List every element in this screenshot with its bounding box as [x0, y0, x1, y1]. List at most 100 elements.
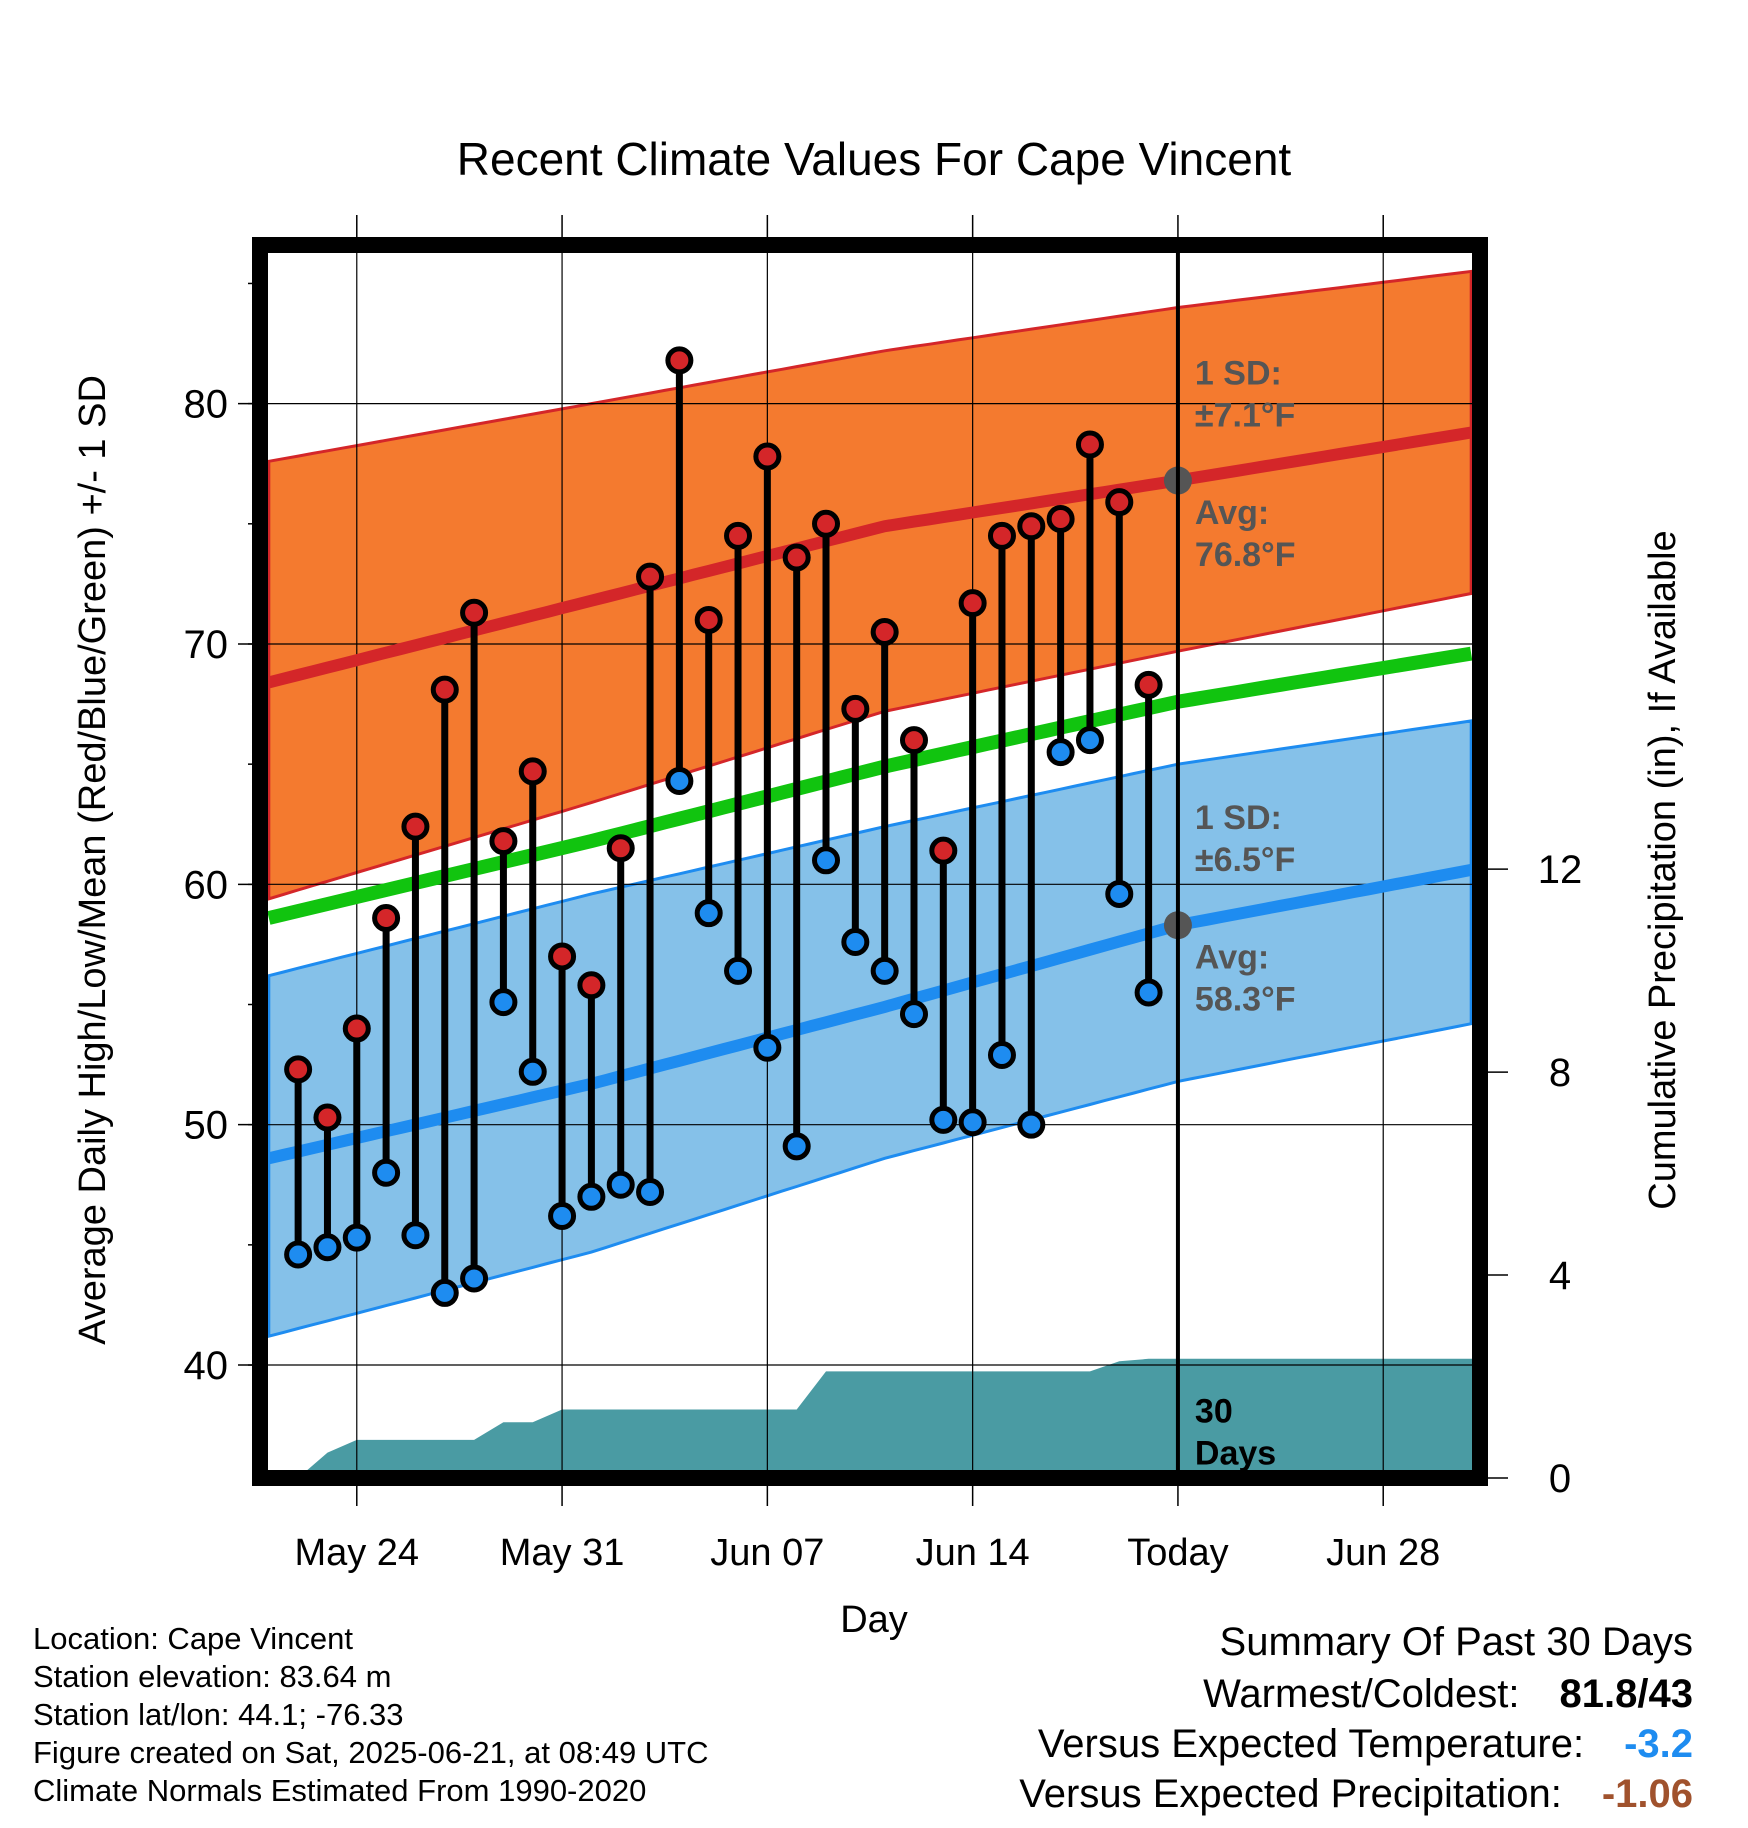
y-tick-label-left-4: 80	[184, 383, 229, 427]
daily-low-point	[1105, 879, 1134, 908]
normal-lines	[267, 426, 1473, 1165]
daily-low-point	[665, 766, 694, 795]
high-avg-label: Avg:	[1195, 494, 1269, 532]
low-normal-line	[267, 864, 1473, 1165]
high-sd-value: ±7.1°F	[1195, 396, 1295, 434]
daily-high-point	[1046, 505, 1075, 533]
daily-low-point	[753, 1033, 782, 1062]
daily-low-point	[841, 928, 870, 957]
daily-high-point	[1017, 512, 1046, 541]
high-normal-line	[267, 426, 1473, 689]
x-tick-label-2: Jun 07	[710, 1532, 824, 1574]
daily-high-point	[636, 562, 665, 591]
high-sd-label: 1 SD:	[1195, 354, 1282, 392]
daily-high-point	[870, 617, 899, 646]
daily-high-point	[812, 509, 841, 538]
station-latlon: Station lat/lon: 44.1; -76.33	[33, 1697, 404, 1732]
daily-low-point	[372, 1158, 401, 1187]
daily-low-point	[577, 1182, 606, 1211]
daily-low-point	[636, 1177, 665, 1206]
daily-low-point	[518, 1057, 547, 1086]
daily-high-point	[665, 346, 694, 375]
plot-border	[252, 237, 1488, 1486]
daily-low-point	[606, 1170, 635, 1199]
daily-high-point	[372, 903, 401, 932]
daily-high-point	[401, 812, 430, 841]
y-axis-label-right: Cumulative Precipitation (in), If Availa…	[1642, 530, 1684, 1209]
daily-low-point	[284, 1240, 313, 1269]
y-tick-label-right-3: 12	[1538, 848, 1583, 892]
daily-high-point	[958, 589, 987, 618]
y-tick-label-left-0: 40	[184, 1344, 229, 1388]
axes: May 24 May 31 Jun 07 Jun 14 Today Jun 2840506…	[184, 215, 1583, 1574]
annotations: 1 SD: ±7.1°F Avg: 76.8°F 1 SD: ±6.5°F Avg: 58.3…	[1163, 354, 1296, 1473]
precip-area	[268, 1358, 1480, 1478]
daily-low-point	[1017, 1110, 1046, 1139]
daily-low-point	[1134, 978, 1163, 1007]
daily-low-point	[489, 988, 518, 1017]
low-sd-band	[267, 719, 1473, 1339]
daily-high-point	[518, 757, 547, 786]
mean-normal-line	[267, 646, 1473, 925]
x-tick-label-0: May 24	[294, 1532, 419, 1574]
daily-high-point	[753, 442, 782, 471]
daily-low-point	[1046, 738, 1075, 767]
daily-high-point	[606, 834, 635, 863]
daily-high-point	[489, 827, 518, 856]
daily-low-point	[1075, 726, 1104, 755]
daily-high-point	[548, 942, 577, 971]
summary-precip-value: -1.06	[1601, 1772, 1693, 1816]
climate-normals: Climate Normals Estimated From 1990-2020	[33, 1773, 647, 1808]
daily-ranges	[284, 346, 1163, 1307]
low-sd-label: 1 SD:	[1195, 799, 1282, 837]
high-sd-band	[267, 269, 1473, 901]
daily-low-point	[899, 1000, 928, 1029]
x-axis-label: Day	[840, 1599, 908, 1641]
daily-low-point	[929, 1105, 958, 1134]
daily-low-point	[342, 1223, 371, 1252]
daily-high-point	[430, 675, 459, 704]
station-location: Location: Cape Vincent	[33, 1621, 353, 1656]
summary-temp-value: -3.2	[1624, 1722, 1693, 1766]
daily-low-point	[313, 1233, 342, 1262]
daily-high-point	[899, 726, 928, 755]
daily-low-point	[870, 956, 899, 985]
daily-high-point	[1134, 670, 1163, 699]
daily-high-point	[1105, 488, 1134, 517]
y-tick-label-right-2: 8	[1549, 1051, 1571, 1095]
summary-temp-row: Versus Expected Temperature: -3.2	[1038, 1722, 1693, 1767]
grid-lines	[260, 245, 1480, 1478]
summary-warmest-value: 81.8/43	[1559, 1672, 1693, 1716]
low-avg-label: Avg:	[1195, 938, 1269, 976]
daily-low-point	[812, 846, 841, 875]
x-tick-label-4: Today	[1127, 1532, 1228, 1574]
daily-high-point	[987, 521, 1016, 550]
station-elevation: Station elevation: 83.64 m	[33, 1659, 392, 1694]
daily-low-point	[782, 1132, 811, 1161]
daily-high-point	[460, 598, 489, 627]
sd-bands	[267, 269, 1473, 1339]
low-sd-value: ±6.5°F	[1195, 841, 1295, 879]
daily-high-point	[1075, 430, 1104, 459]
low-avg-value: 58.3°F	[1195, 980, 1296, 1018]
daily-high-point	[929, 836, 958, 865]
daily-high-point	[284, 1055, 313, 1084]
y-tick-label-left-3: 70	[184, 623, 229, 667]
x-tick-label-3: Jun 14	[916, 1532, 1030, 1574]
daily-high-point	[841, 694, 870, 723]
daily-low-point	[987, 1040, 1016, 1069]
y-tick-label-right-0: 0	[1549, 1457, 1571, 1501]
x-tick-label-1: May 31	[500, 1532, 625, 1574]
daily-low-point	[401, 1221, 430, 1250]
days-label-number: 30	[1195, 1393, 1233, 1431]
y-tick-label-left-2: 60	[184, 863, 229, 907]
summary-precip-row: Versus Expected Precipitation: -1.06	[1019, 1772, 1693, 1817]
daily-low-point	[958, 1108, 987, 1137]
daily-high-point	[313, 1103, 342, 1132]
high-avg-value: 76.8°F	[1195, 536, 1296, 574]
daily-low-point	[724, 956, 753, 985]
daily-low-point	[548, 1202, 577, 1231]
x-tick-label-5: Jun 28	[1326, 1532, 1440, 1574]
summary-precip-label: Versus Expected Precipitation:	[1019, 1772, 1562, 1816]
